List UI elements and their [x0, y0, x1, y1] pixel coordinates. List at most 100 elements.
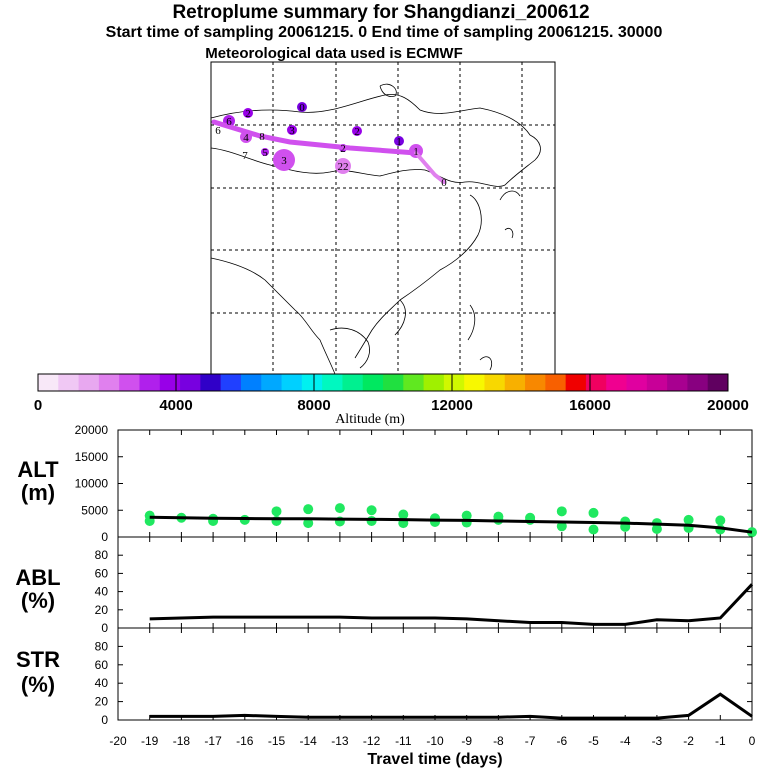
trajectory-day-label: 1 [396, 136, 402, 148]
chart-title: Retroplume summary for Shangdianzi_20061… [172, 2, 590, 23]
colorbar-cell [443, 374, 465, 391]
scatter-point [303, 518, 314, 529]
x-tick-label: -1 [715, 734, 726, 748]
x-axis-label: Travel time (days) [367, 751, 502, 768]
colorbar-cell [261, 374, 283, 391]
series-line [149, 692, 753, 720]
colorbar-cell [322, 374, 343, 391]
panel-title: ABL [15, 565, 60, 590]
trajectory-day-label: 3 [281, 155, 287, 167]
y-tick-label: 5000 [81, 503, 108, 517]
colorbar-cell [362, 374, 384, 391]
trajectory-point [335, 158, 351, 174]
colorbar-cell [281, 374, 303, 391]
y-tick-label: 0 [101, 621, 108, 635]
scatter-point [461, 510, 472, 521]
trajectory-point [352, 126, 362, 136]
scatter-point [334, 503, 345, 514]
colorbar-tick-label: 0 [34, 397, 42, 414]
x-tick-label: -7 [525, 734, 536, 748]
scatter-point [366, 505, 377, 516]
colorbar-cell [342, 374, 364, 391]
series-line [149, 515, 753, 534]
colorbar-cell [180, 374, 201, 391]
x-tick-label: -11 [395, 734, 412, 748]
y-tick-label: 0 [101, 713, 108, 727]
y-tick-label: 40 [95, 676, 109, 690]
panel-title: STR [16, 647, 60, 672]
colorbar-cell [119, 374, 140, 391]
scatter-point [398, 509, 409, 520]
time-series-panels: 05000100001500020000ALT(m)020406080ABL(%… [15, 423, 757, 768]
x-tick-label: -10 [426, 734, 444, 748]
scatter-point [556, 521, 567, 532]
panel-ylabel: (%) [21, 672, 55, 697]
trajectory-line-main [211, 119, 419, 156]
trajectory-points [223, 102, 423, 174]
panel-title: ALT [17, 457, 59, 482]
x-tick-label: -15 [268, 734, 286, 748]
sampling-time-line: Start time of sampling 20061215. 0 End t… [105, 24, 663, 41]
trajectory-day-label: 0 [441, 177, 447, 189]
x-tick-label: -20 [109, 734, 127, 748]
altitude-colorbar: 0 4000 8000 12000 16000 20000 Altitude (m) [34, 373, 749, 427]
panel-alt: 0 5000 10000 15000 20000 ALT(m) [17, 423, 757, 544]
scatter-point [556, 506, 567, 517]
colorbar-cell [484, 374, 506, 391]
y-tick-label: 40 [95, 585, 109, 599]
colorbar-tick-label: 4000 [159, 397, 192, 414]
series-line [149, 583, 754, 626]
colorbar-cell [301, 374, 323, 391]
map-gridlines [211, 62, 555, 374]
trajectory-day-label: 2 [245, 108, 251, 120]
colorbar-cell [423, 374, 445, 391]
colorbar-cell [585, 374, 607, 391]
trajectory-point [297, 102, 307, 112]
trajectory-day-label: 4 [243, 132, 249, 144]
colorbar-cell [646, 374, 668, 391]
colorbar-tick-label: 16000 [569, 397, 611, 414]
scatter-point [525, 514, 536, 525]
y-tick-label: 20 [95, 603, 109, 617]
panel-frame [117, 536, 753, 629]
trajectory-point [287, 125, 297, 135]
colorbar-cell [240, 374, 262, 391]
x-tick-label: -9 [461, 734, 472, 748]
x-tick-label: -4 [620, 734, 631, 748]
colorbar-cell [707, 374, 729, 391]
y-tick-label: 80 [95, 639, 109, 653]
colorbar-cell [687, 374, 709, 391]
colorbar-cell [159, 374, 181, 391]
x-tick-label: -14 [300, 734, 318, 748]
panel-abl: 0 20 40 60 80 ABL(%) [15, 536, 754, 635]
colorbar-cell [139, 374, 161, 391]
x-tick-label: -12 [363, 734, 381, 748]
colorbar-tick-label: 20000 [707, 397, 749, 414]
y-tick-label: 60 [95, 566, 109, 580]
trajectory-day-label: 2 [354, 126, 360, 138]
panel-ylabel: (m) [21, 480, 55, 505]
x-tick-label: 0 [749, 734, 756, 748]
x-tick-label: -16 [236, 734, 254, 748]
x-tick-label: -19 [141, 734, 159, 748]
colorbar-tick-label: 8000 [297, 397, 330, 414]
scatter-point [588, 507, 599, 518]
y-tick-label: 60 [95, 658, 109, 672]
colorbar-cell [98, 374, 120, 391]
x-tick-label: -17 [204, 734, 222, 748]
trajectory-day-label: 0 [299, 102, 305, 114]
scatter-point [588, 524, 599, 535]
scatter-point [683, 514, 694, 525]
colorbar-cell [464, 374, 485, 391]
colorbar-cell [667, 374, 688, 391]
map-frame [210, 61, 556, 375]
scatter-point [430, 517, 440, 528]
colorbar-cell [78, 374, 100, 391]
colorbar-cell [626, 374, 648, 391]
trajectory-point [243, 108, 253, 118]
y-tick-label: 10000 [75, 477, 109, 491]
scatter-point [271, 506, 282, 517]
colorbar-cell [220, 374, 242, 391]
